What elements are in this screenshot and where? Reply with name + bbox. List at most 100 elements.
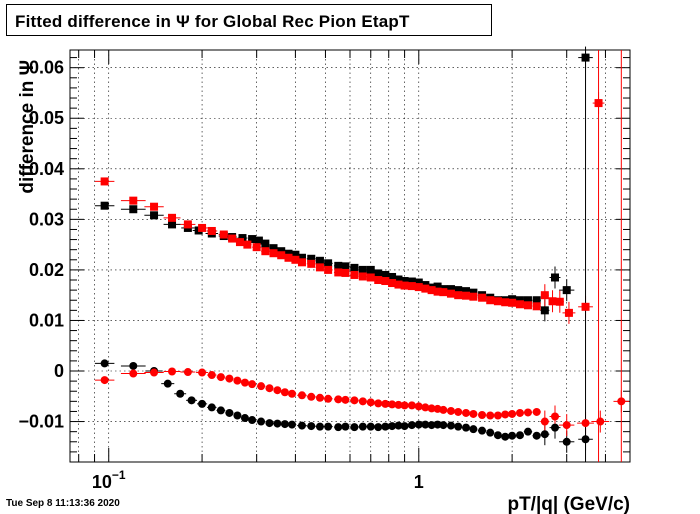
data-point-square [515, 300, 524, 309]
data-point-square [414, 283, 423, 292]
data-point-circle [225, 374, 234, 383]
data-point-square [168, 213, 177, 222]
data-point-circle [532, 407, 541, 416]
data-point-square [334, 268, 343, 277]
data-point-square [366, 273, 375, 282]
y-tick-label: 0.06 [29, 58, 64, 78]
data-point-square [454, 286, 463, 295]
data-point-circle [216, 373, 225, 382]
data-point-square [388, 272, 397, 281]
data-point-circle [129, 361, 138, 370]
data-point-square [540, 291, 549, 300]
data-point-circle [240, 378, 249, 387]
data-point-square [129, 196, 138, 205]
x-tick-label: 10−1 [92, 468, 126, 492]
data-point-circle [439, 421, 448, 430]
data-point-circle [341, 395, 350, 404]
data-point-circle [540, 417, 549, 426]
data-point-square [277, 247, 286, 256]
data-point-circle [454, 422, 463, 431]
data-point-circle [334, 423, 343, 432]
data-point-square [150, 202, 159, 211]
data-point-circle [550, 423, 559, 432]
data-point-square [388, 279, 397, 288]
data-point-circle [478, 426, 487, 435]
data-point-circle [400, 401, 409, 410]
data-point-square [315, 256, 324, 265]
data-point-circle [421, 403, 430, 412]
data-point-circle [176, 389, 185, 398]
data-point-square [183, 220, 192, 229]
data-point-circle [233, 376, 242, 385]
data-point-circle [478, 410, 487, 419]
data-point-square [548, 297, 557, 306]
y-tick-label: 0.02 [29, 260, 64, 280]
data-point-circle [273, 419, 282, 428]
data-point-square [235, 238, 244, 247]
data-point-square [243, 240, 252, 249]
data-point-square [562, 286, 571, 295]
data-point-circle [461, 423, 470, 432]
data-point-square [581, 53, 590, 62]
data-point-square [358, 265, 367, 274]
data-point-square [341, 268, 350, 277]
data-point-circle [207, 403, 216, 412]
data-point-square [324, 259, 333, 268]
data-point-square [523, 296, 532, 305]
data-point-square [394, 275, 403, 284]
data-point-square [261, 247, 270, 256]
data-point-circle [187, 396, 196, 405]
data-point-circle [501, 410, 510, 419]
data-point-circle [414, 402, 423, 411]
data-point-circle [350, 423, 359, 432]
data-point-circle [454, 407, 463, 416]
data-point-square [486, 296, 495, 305]
data-point-circle [280, 388, 289, 397]
data-point-square [594, 99, 603, 108]
data-point-square [100, 201, 109, 210]
data-point-circle [297, 421, 306, 430]
data-point-square [555, 297, 564, 306]
data-point-square [446, 289, 455, 298]
data-point-square [421, 284, 430, 293]
data-point-circle [307, 422, 316, 431]
data-point-square [446, 285, 455, 294]
chart-title: Fitted difference in Ψ for Global Rec Pi… [15, 12, 410, 31]
data-point-square [374, 269, 383, 278]
data-point-circle [388, 422, 397, 431]
data-point-circle [100, 376, 109, 385]
data-point-circle [280, 420, 289, 429]
data-point-square [515, 296, 524, 305]
data-point-circle [233, 411, 242, 420]
title-box: Fitted difference in Ψ for Global Rec Pi… [6, 4, 492, 36]
data-point-circle [366, 398, 375, 407]
data-point-circle [407, 421, 416, 430]
data-point-square [407, 282, 416, 291]
data-point-square [291, 250, 300, 259]
data-point-square [469, 292, 478, 301]
data-point-circle [273, 386, 282, 395]
data-point-circle [523, 408, 532, 417]
data-point-square [550, 273, 559, 282]
data-point-square [374, 276, 383, 285]
data-point-circle [388, 400, 397, 409]
data-point-circle [617, 397, 626, 406]
data-point-circle [515, 408, 524, 417]
data-point-square [523, 301, 532, 310]
data-point-circle [486, 411, 495, 420]
data-point-circle [265, 384, 274, 393]
data-point-square [307, 254, 316, 263]
data-point-square [334, 261, 343, 270]
data-point-circle [540, 430, 549, 439]
data-point-circle [315, 422, 324, 431]
data-point-circle [129, 369, 138, 378]
data-point-circle [439, 405, 448, 414]
data-point-circle [307, 392, 316, 401]
data-point-circle [550, 412, 559, 421]
data-point-square [198, 223, 207, 232]
data-point-square [168, 220, 177, 229]
data-point-circle [324, 422, 333, 431]
data-point-square [284, 253, 293, 262]
data-point-circle [414, 420, 423, 429]
